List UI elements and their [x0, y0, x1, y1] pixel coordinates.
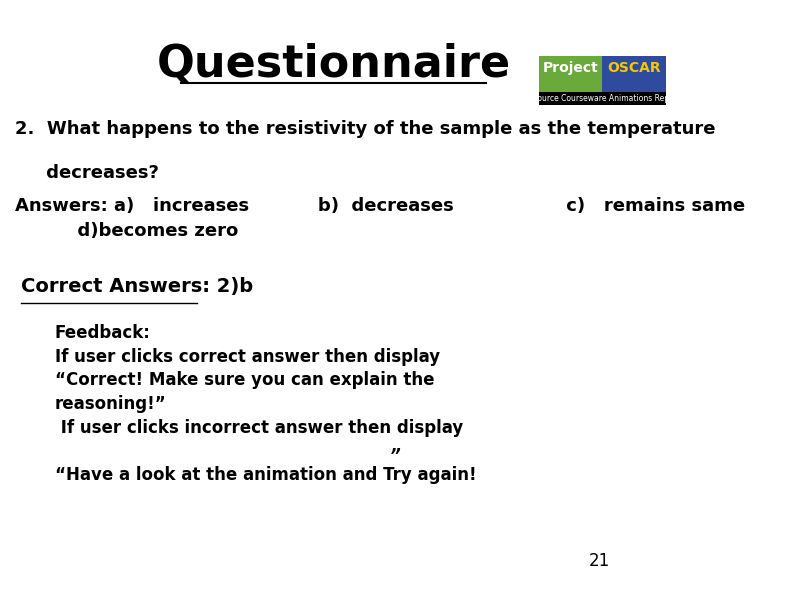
Text: Answers: a)   increases           b)  decreases                  c)   remains sa: Answers: a) increases b) decreases c) re… [14, 197, 745, 240]
FancyBboxPatch shape [539, 57, 603, 93]
FancyBboxPatch shape [603, 57, 665, 93]
FancyBboxPatch shape [539, 92, 665, 105]
Text: Open Source Courseware Animations Repository: Open Source Courseware Animations Reposi… [510, 94, 696, 103]
Text: Feedback:
If user clicks correct answer then display
“Correct! Make sure you can: Feedback: If user clicks correct answer … [55, 324, 463, 437]
Text: “Have a look at the animation and Try again!: “Have a look at the animation and Try ag… [55, 466, 476, 484]
Text: decreases?: decreases? [14, 164, 159, 182]
Text: Questionnaire: Questionnaire [156, 43, 511, 86]
Text: Project: Project [542, 61, 599, 75]
Text: OSCAR: OSCAR [607, 61, 661, 75]
Text: ”: ” [390, 447, 401, 465]
Text: Correct Answers: 2)b: Correct Answers: 2)b [21, 277, 253, 296]
Text: 2.  What happens to the resistivity of the sample as the temperature: 2. What happens to the resistivity of th… [14, 120, 715, 138]
Text: 21: 21 [588, 552, 610, 570]
